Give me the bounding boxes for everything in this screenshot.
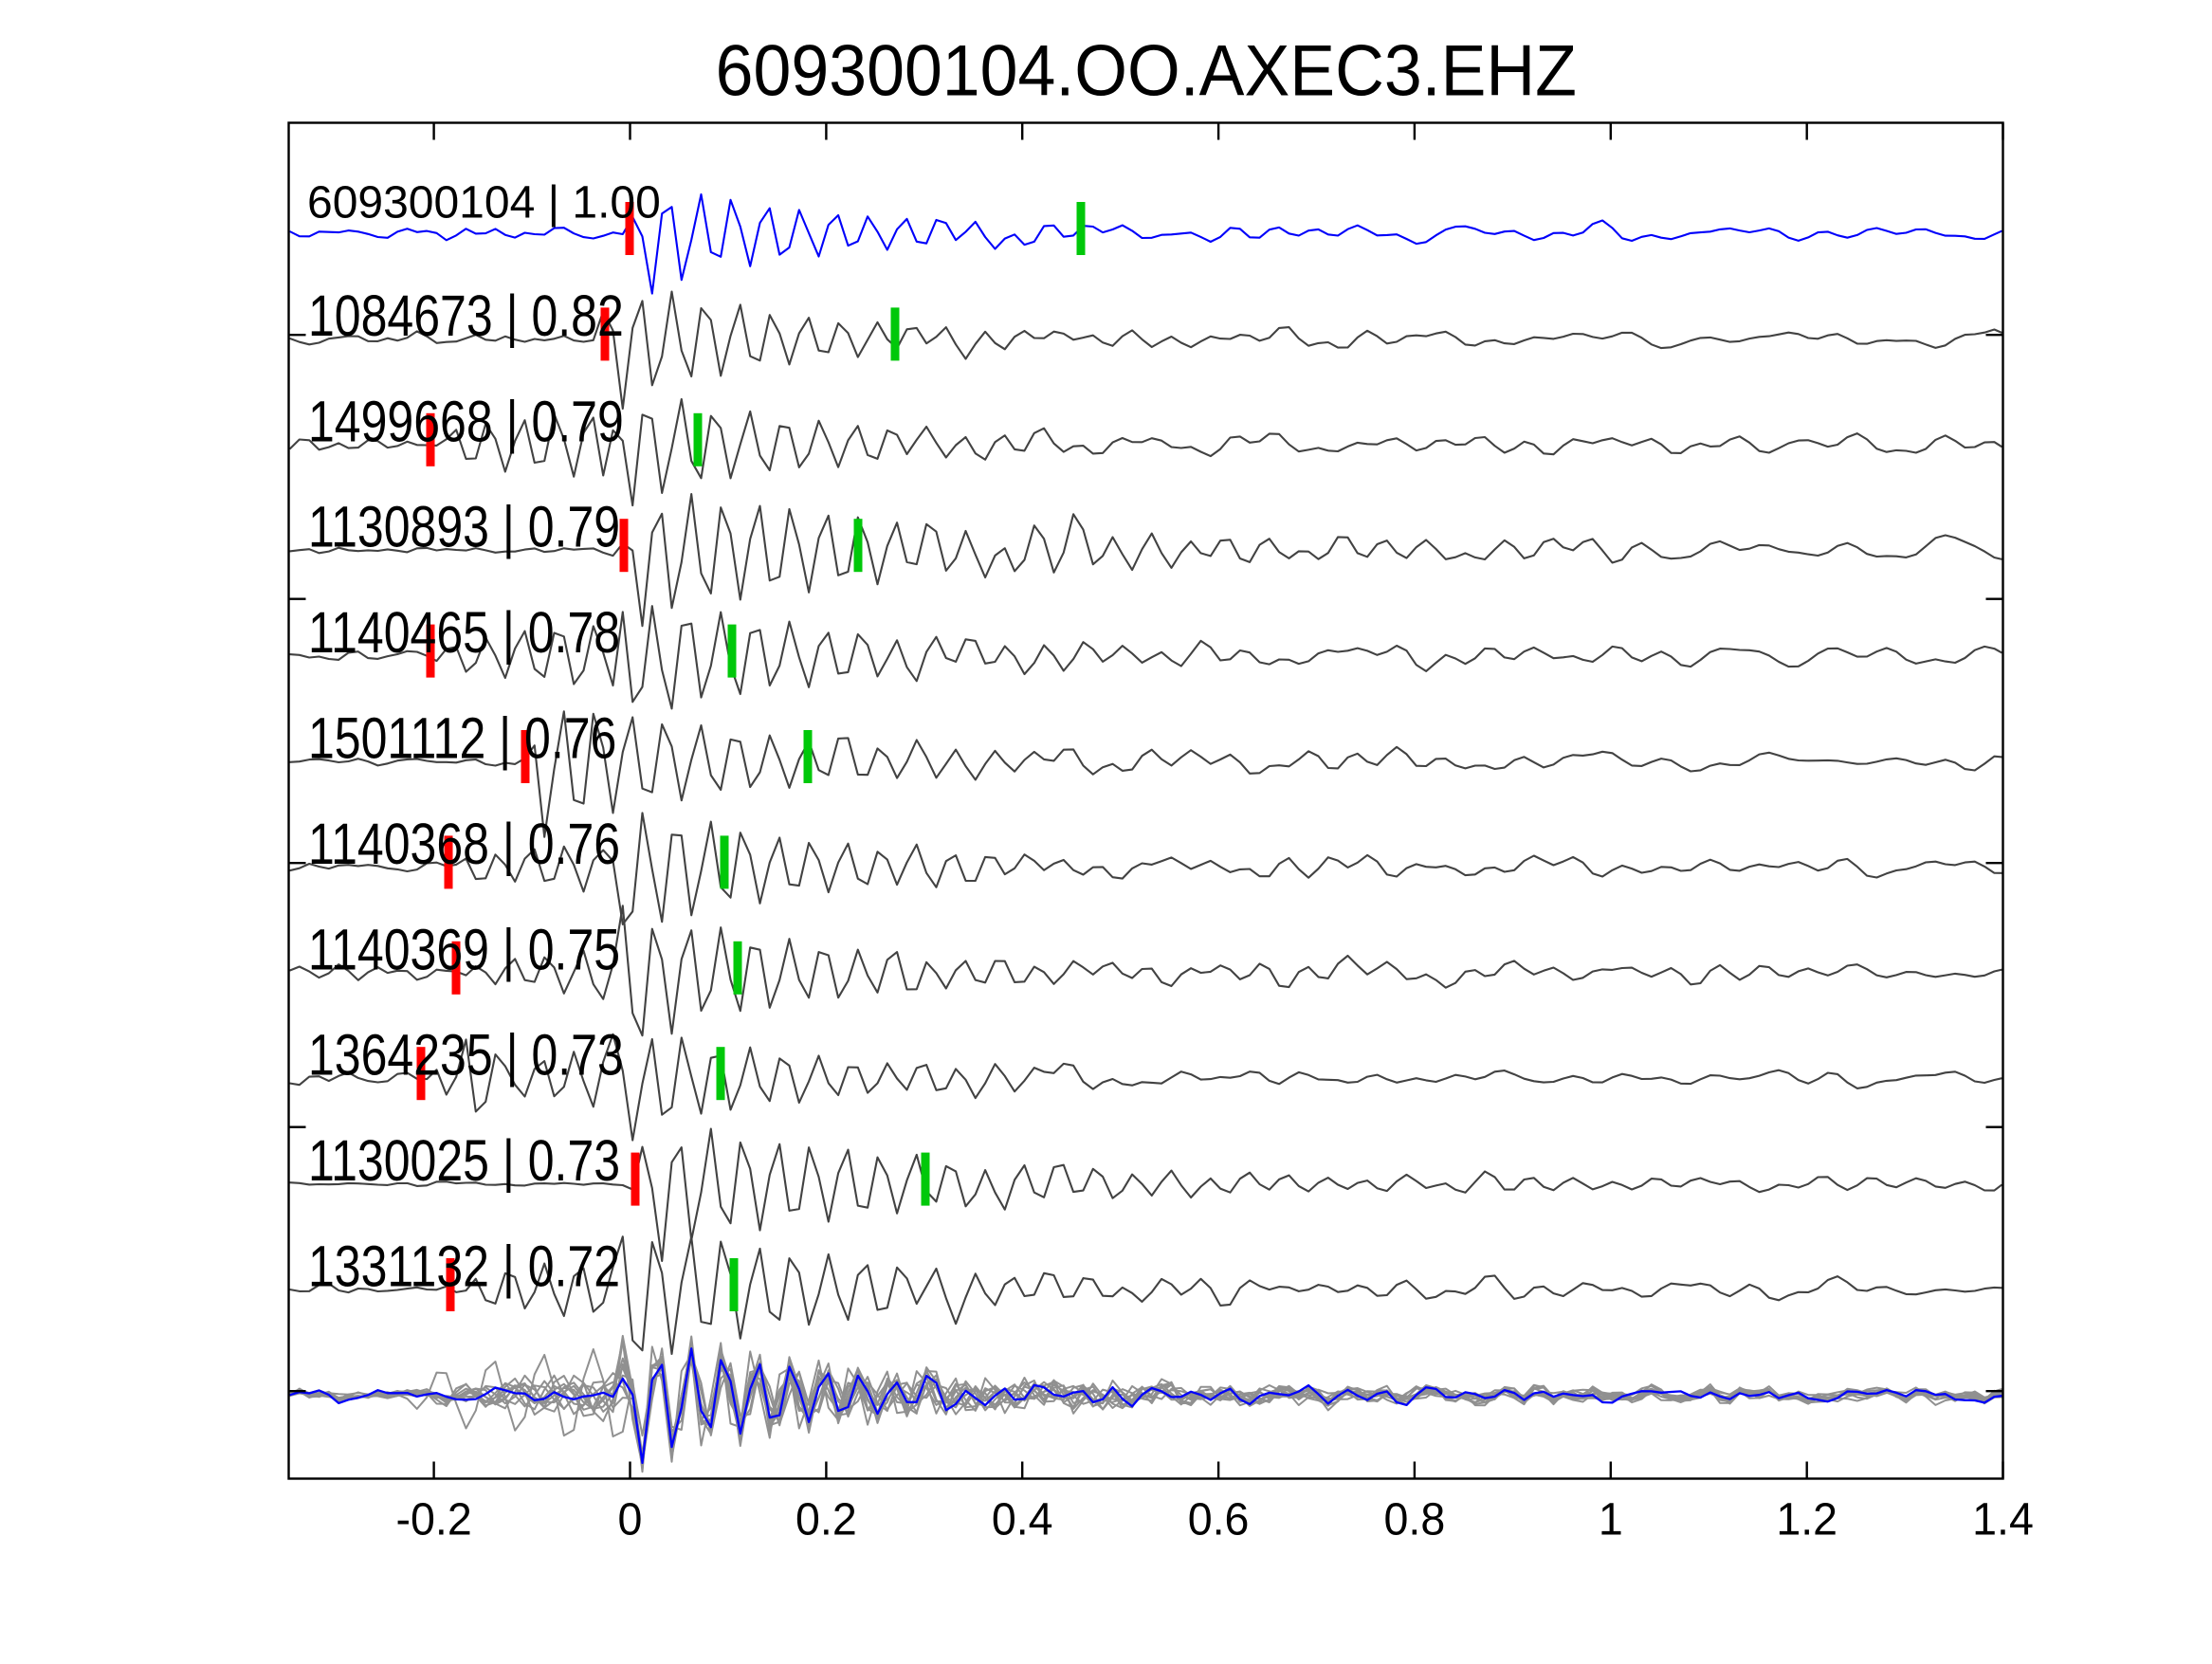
svg-text:0: 0	[618, 1494, 643, 1545]
svg-text:0.8: 0.8	[1384, 1494, 1446, 1545]
svg-text:1364235 | 0.73: 1364235 | 0.73	[308, 1023, 624, 1088]
svg-text:0.2: 0.2	[795, 1494, 857, 1545]
svg-text:1499668 | 0.79: 1499668 | 0.79	[308, 390, 624, 454]
svg-text:1: 1	[1599, 1494, 1623, 1545]
svg-text:1130025 | 0.73: 1130025 | 0.73	[308, 1128, 620, 1193]
svg-text:1130893 | 0.79: 1130893 | 0.79	[308, 495, 620, 559]
svg-text:609300104.OO.AXEC3.EHZ: 609300104.OO.AXEC3.EHZ	[716, 30, 1577, 111]
svg-text:-0.2: -0.2	[395, 1494, 471, 1545]
svg-text:1.2: 1.2	[1776, 1494, 1837, 1545]
svg-text:1140368 | 0.76: 1140368 | 0.76	[308, 812, 620, 876]
svg-text:0.6: 0.6	[1188, 1494, 1250, 1545]
svg-text:1.4: 1.4	[1972, 1494, 2034, 1545]
svg-text:0.4: 0.4	[992, 1494, 1053, 1545]
svg-text:1140465 | 0.78: 1140465 | 0.78	[308, 600, 620, 665]
svg-text:1331132 | 0.72: 1331132 | 0.72	[308, 1234, 620, 1299]
svg-text:1084673 | 0.82: 1084673 | 0.82	[308, 283, 624, 348]
svg-text:1501112 | 0.76: 1501112 | 0.76	[308, 706, 616, 771]
svg-text:609300104 | 1.00: 609300104 | 1.00	[307, 178, 661, 229]
svg-text:1140369 | 0.75: 1140369 | 0.75	[308, 918, 620, 982]
